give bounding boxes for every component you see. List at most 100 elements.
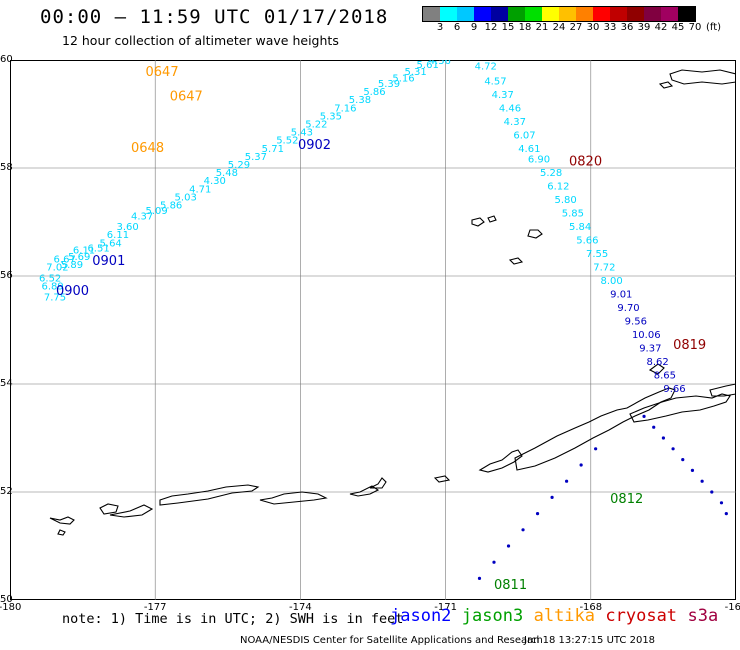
coastline xyxy=(478,449,523,473)
wave-height-value: 6.07 xyxy=(513,130,535,141)
coastline xyxy=(57,529,66,536)
color-scale-swatch xyxy=(423,7,440,21)
coastline xyxy=(648,363,665,375)
latitude-tick-label: 58 xyxy=(0,162,13,173)
wave-height-value: 6.11 xyxy=(73,245,95,256)
coastline xyxy=(709,383,736,397)
coastline xyxy=(669,69,736,85)
pass-time-label: 0902 xyxy=(298,138,331,153)
page-subtitle: 12 hour collection of altimeter wave hei… xyxy=(62,33,339,48)
longitude-tick-label: -177 xyxy=(143,602,167,613)
wave-height-value: 5.22 xyxy=(305,120,327,131)
wave-height-value: 5.43 xyxy=(291,128,313,139)
track-point xyxy=(710,490,714,494)
color-scale-swatch xyxy=(627,7,644,21)
map-canvas[interactable]: 6.526.897.757.026.675.895.696.116.515.64… xyxy=(10,60,736,600)
track-point xyxy=(565,479,569,483)
page-title: 00:00 – 11:59 UTC 01/17/2018 xyxy=(40,6,389,28)
color-scale-label: 27 xyxy=(569,22,583,33)
wave-height-value: 5.64 xyxy=(100,238,122,249)
footer-credit: NOAA/NESDIS Center for Satellite Applica… xyxy=(240,635,543,646)
wave-height-value: 5.86 xyxy=(160,201,182,212)
footer-timestamp: Jan 18 13:27:15 UTC 2018 xyxy=(524,635,656,646)
wave-height-value: 9.66 xyxy=(663,384,685,395)
color-scale-label: 18 xyxy=(518,22,532,33)
wave-height-value: 5.89 xyxy=(61,260,83,271)
track-point xyxy=(579,463,583,467)
coastline xyxy=(658,81,674,89)
legend-item: jason2 xyxy=(390,606,452,626)
track-point xyxy=(719,501,724,505)
color-scale-label: 12 xyxy=(484,22,498,33)
pass-time-label: 0647 xyxy=(170,90,203,105)
color-scale-label: 70 xyxy=(688,22,702,33)
latitude-tick-label: 56 xyxy=(0,270,13,281)
wave-height-value: 7.75 xyxy=(44,292,66,303)
color-scale-swatch xyxy=(525,7,542,21)
color-scale-swatch xyxy=(457,7,474,21)
track-point xyxy=(477,576,482,581)
wave-height-value: 4.37 xyxy=(504,117,526,128)
color-scale-label: 6 xyxy=(453,22,461,33)
wave-height-value: 5.84 xyxy=(569,222,591,233)
longitude-tick-label: -171 xyxy=(434,602,457,613)
track-point xyxy=(724,512,728,516)
wave-height-value: 6.51 xyxy=(87,244,109,255)
coastline xyxy=(369,477,387,489)
track-point xyxy=(642,414,646,418)
wave-height-value: 8.62 xyxy=(646,357,668,368)
wave-height-value: 9.56 xyxy=(625,317,647,328)
wave-height-value: 4.75 xyxy=(465,60,487,63)
wave-height-value: 5.86 xyxy=(363,87,385,98)
wave-height-value: 4.46 xyxy=(499,103,521,114)
wave-height-value: 5.39 xyxy=(378,79,400,90)
wave-height-value: 8.00 xyxy=(600,276,622,287)
wave-height-value: 4.37 xyxy=(492,90,514,101)
wave-height-value: 5.31 xyxy=(404,67,426,78)
latitude-tick-label: 52 xyxy=(0,486,13,497)
color-scale-swatch xyxy=(644,7,661,21)
color-scale-swatch xyxy=(474,7,491,21)
track-point xyxy=(535,512,540,516)
track-point xyxy=(521,528,525,532)
color-scale-swatch xyxy=(542,7,559,21)
wave-height-value: 5.80 xyxy=(555,195,577,206)
track-point xyxy=(700,479,704,483)
track-point xyxy=(661,436,666,440)
coastline xyxy=(259,491,328,505)
latitude-tick-label: 50 xyxy=(0,594,13,605)
pass-time-label: 0900 xyxy=(56,284,89,299)
color-scale-swatch xyxy=(559,7,576,21)
coastline xyxy=(349,485,380,497)
wave-height-value: 10.06 xyxy=(632,330,661,341)
wave-height-value: 7.72 xyxy=(593,263,615,274)
wave-height-value: 4.56 xyxy=(429,60,451,67)
color-scale-label: 42 xyxy=(654,22,668,33)
wave-height-value: 6.90 xyxy=(528,155,550,166)
coastline xyxy=(487,215,497,223)
wave-height-map[interactable]: 6.52 6.89 7.75 7.02 6.67 5.89 5.69 6.11 6.51 5.64… xyxy=(10,60,736,600)
color-scale-label: 45 xyxy=(671,22,685,33)
wave-height-value: 6.11 xyxy=(107,230,129,241)
wave-height-value: 5.66 xyxy=(576,236,598,247)
track-point xyxy=(506,544,511,548)
coastline xyxy=(629,393,731,423)
longitude-tick-label: -174 xyxy=(289,602,312,613)
wave-height-value: 7.16 xyxy=(334,103,356,114)
track-point xyxy=(652,425,656,429)
wave-height-value: 8.65 xyxy=(654,371,676,382)
color-scale-unit: (ft) xyxy=(706,22,722,33)
track-point xyxy=(671,447,675,451)
wave-height-value: 3.60 xyxy=(116,222,138,233)
pass-time-label: 0648 xyxy=(131,141,164,156)
coastline xyxy=(433,475,451,483)
wave-height-value: 5.48 xyxy=(216,168,238,179)
track-point xyxy=(594,447,598,451)
color-scale-bar xyxy=(422,6,696,22)
wave-height-value: 7.55 xyxy=(586,249,608,260)
color-scale-label: 33 xyxy=(603,22,617,33)
color-scale-swatch xyxy=(678,7,695,21)
track-point xyxy=(550,495,554,499)
track-point xyxy=(492,560,496,564)
color-scale-swatch xyxy=(610,7,627,21)
